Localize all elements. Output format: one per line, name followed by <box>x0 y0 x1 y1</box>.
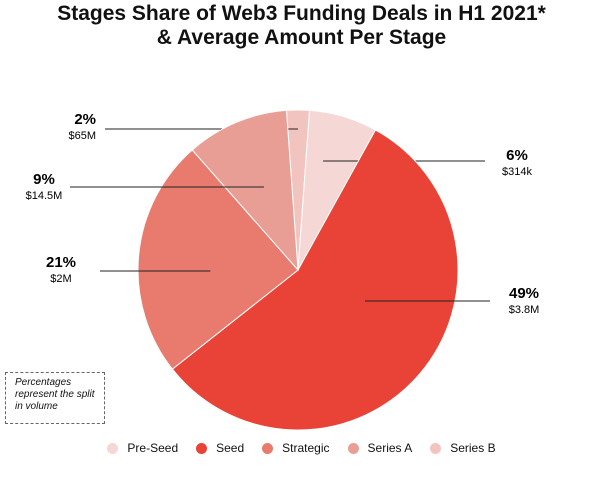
chart-title-line-1: Stages Share of Web3 Funding Deals in H1… <box>57 2 546 25</box>
chart-title: Stages Share of Web3 Funding Deals in H1… <box>0 2 603 50</box>
legend-label-series-a: Series A <box>367 441 413 455</box>
amount-label-pre-seed: $314k <box>502 166 532 178</box>
legend-swatch-strategic <box>262 442 274 454</box>
chart-title-line-2: & Average Amount Per Stage <box>156 26 447 49</box>
amount-label-seed: $3.8M <box>509 304 540 316</box>
pct-label-pre-seed: 6% <box>506 147 528 164</box>
pct-label-series-a: 9% <box>33 171 55 188</box>
legend-item-seed: Seed <box>196 441 244 455</box>
pie-slice-series-a <box>191 109 299 272</box>
pct-label-strategic: 21% <box>46 254 76 271</box>
legend-swatch-series-b <box>430 442 442 454</box>
pct-label-series-b: 2% <box>74 111 96 128</box>
legend-swatch-seed <box>196 442 208 454</box>
amount-label-series-a: $14.5M <box>26 190 63 202</box>
amount-label-strategic: $2M <box>50 273 71 285</box>
legend-label-seed: Seed <box>216 441 245 455</box>
legend-item-series-a: Series A <box>347 441 413 455</box>
legend-label-pre-seed: Pre-Seed <box>127 441 179 455</box>
legend-swatch-pre-seed <box>107 442 119 454</box>
chart-legend: Pre-Seed Seed Strategic Series A Series B <box>0 441 603 455</box>
legend-swatch-series-a <box>347 442 359 454</box>
legend-item-series-b: Series B <box>430 441 496 455</box>
volume-note: Percentages represent the split in volum… <box>5 372 105 424</box>
legend-label-strategic: Strategic <box>282 441 330 455</box>
amount-label-series-b: $65M <box>68 130 96 142</box>
pct-label-seed: 49% <box>509 285 539 302</box>
legend-label-series-b: Series B <box>450 441 496 455</box>
pie-slice-strategic <box>137 149 299 370</box>
pie-slice-seed <box>171 129 459 431</box>
legend-item-strategic: Strategic <box>262 441 330 455</box>
legend-item-pre-seed: Pre-Seed <box>107 441 178 455</box>
